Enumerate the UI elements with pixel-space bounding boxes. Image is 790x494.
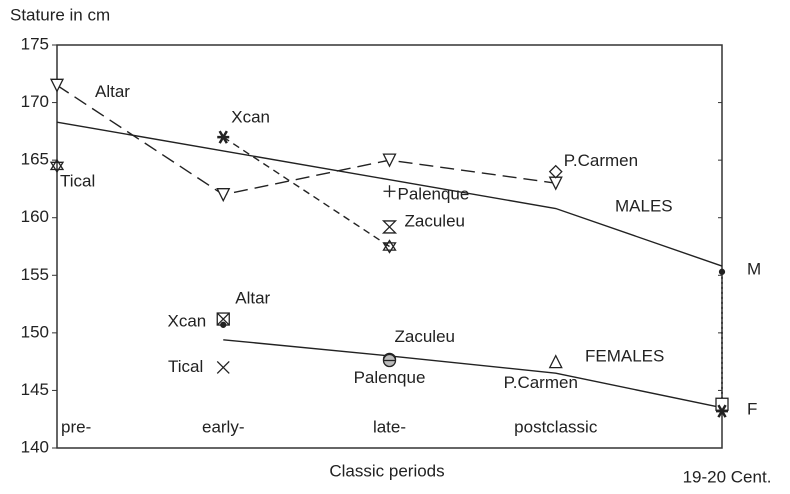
marker (548, 354, 563, 369)
marker (216, 360, 230, 374)
marker-part (382, 239, 397, 251)
y-tick-label: 170 (21, 92, 49, 111)
marker-part (382, 242, 397, 254)
marker (217, 130, 230, 144)
series-line (56, 84, 556, 196)
y-tick-label: 140 (21, 437, 49, 456)
marker-part (216, 312, 230, 326)
marker-part (216, 188, 231, 203)
point-label: Tical (168, 357, 203, 376)
marker (382, 353, 397, 368)
point-label: Zaculeu (405, 211, 465, 230)
x-axis-label: Classic periods (329, 461, 444, 480)
point-label: P.Carmen (504, 373, 578, 392)
marker-part (49, 158, 65, 171)
x-tick-label: early- (202, 417, 245, 436)
marker (715, 397, 729, 411)
marker (220, 321, 227, 328)
marker (718, 268, 726, 275)
point-label: Xcan (231, 108, 270, 127)
chart-title: Stature in cm (10, 5, 110, 24)
series-label: Altar (95, 82, 130, 101)
x-tick-label: 19-20 Cent. (683, 467, 772, 486)
marker-part (716, 404, 728, 418)
marker (382, 239, 397, 254)
marker (381, 220, 398, 234)
y-tick-label: 165 (21, 150, 49, 169)
marker-part (220, 321, 227, 328)
marker (548, 164, 563, 179)
marker (716, 404, 728, 418)
marker-part (548, 164, 563, 179)
point-label: Altar (235, 289, 270, 308)
point-label: Tical (60, 171, 95, 190)
plot-frame (56, 44, 723, 449)
point-label: Zaculeu (395, 327, 455, 346)
marker-part (718, 268, 726, 275)
y-tick-label: 155 (21, 265, 49, 284)
series-label: MALES (615, 196, 673, 215)
marker (49, 78, 65, 93)
marker-part (548, 354, 563, 369)
series-line (223, 339, 723, 409)
series-line (56, 121, 723, 267)
marker (216, 188, 231, 203)
y-tick-label: 145 (21, 380, 49, 399)
y-tick-label: 175 (21, 34, 49, 53)
x-tick-label: pre- (61, 417, 91, 436)
y-tick-label: 160 (21, 207, 49, 226)
x-tick-label: late- (373, 417, 406, 436)
marker-part (216, 360, 230, 374)
marker-part (49, 78, 65, 93)
point-label: Palenque (354, 368, 426, 387)
series-label: FEMALES (585, 346, 664, 365)
marker-part (217, 130, 230, 144)
marker (383, 185, 396, 198)
marker-part (382, 153, 397, 168)
point-label: F (747, 400, 757, 419)
point-label: Xcan (168, 311, 207, 330)
marker-part (49, 161, 65, 174)
marker-part (715, 397, 729, 411)
marker (49, 158, 65, 174)
point-label: Palenque (398, 185, 470, 204)
marker-part (381, 220, 398, 234)
series-line (222, 136, 390, 248)
marker-part (383, 185, 396, 198)
marker (382, 153, 397, 168)
point-label: P.Carmen (564, 151, 638, 170)
x-tick-label: postclassic (514, 417, 598, 436)
point-label: M (747, 259, 761, 278)
y-tick-label: 150 (21, 322, 49, 341)
